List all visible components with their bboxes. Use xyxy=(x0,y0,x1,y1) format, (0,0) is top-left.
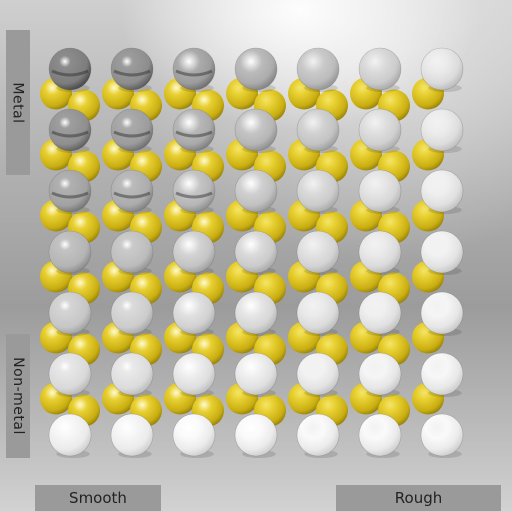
silver-sphere xyxy=(110,291,154,335)
silver-sphere xyxy=(234,413,278,457)
silver-sphere xyxy=(420,108,464,152)
rough-axis-label: Rough xyxy=(336,485,501,511)
silver-sphere xyxy=(172,352,216,396)
metal-label-text: Metal xyxy=(10,81,26,124)
sphere-reflection xyxy=(175,69,213,77)
silver-sphere xyxy=(296,291,340,335)
silver-sphere xyxy=(48,352,92,396)
sphere-reflection xyxy=(113,130,151,138)
metal-axis-label: Metal xyxy=(6,30,30,175)
silver-sphere xyxy=(234,169,278,213)
silver-sphere xyxy=(48,291,92,335)
sphere-reflection xyxy=(113,191,151,199)
silver-sphere xyxy=(420,352,464,396)
rough-label-text: Rough xyxy=(394,489,443,507)
sphere-reflection xyxy=(51,130,89,138)
silver-sphere xyxy=(358,352,402,396)
silver-sphere xyxy=(172,108,216,152)
silver-sphere xyxy=(110,47,154,91)
sphere-reflection xyxy=(51,69,89,77)
silver-sphere xyxy=(172,230,216,274)
silver-sphere xyxy=(48,108,92,152)
silver-sphere xyxy=(234,230,278,274)
silver-sphere xyxy=(296,47,340,91)
silver-sphere xyxy=(234,352,278,396)
silver-sphere xyxy=(48,230,92,274)
non-metal-label-text: Non-metal xyxy=(10,357,27,435)
silver-sphere xyxy=(420,169,464,213)
silver-sphere xyxy=(234,108,278,152)
silver-sphere xyxy=(110,230,154,274)
silver-sphere xyxy=(296,413,340,457)
sphere-reflection xyxy=(113,69,151,77)
silver-sphere xyxy=(172,413,216,457)
silver-sphere xyxy=(358,230,402,274)
smooth-label-text: Smooth xyxy=(69,489,127,507)
silver-sphere xyxy=(110,108,154,152)
silver-sphere xyxy=(110,169,154,213)
sphere-reflection xyxy=(175,130,213,138)
silver-sphere xyxy=(296,169,340,213)
silver-sphere xyxy=(358,169,402,213)
silver-sphere-layer xyxy=(48,47,464,458)
silver-sphere xyxy=(110,352,154,396)
silver-sphere xyxy=(172,47,216,91)
silver-sphere xyxy=(48,169,92,213)
silver-sphere xyxy=(296,108,340,152)
silver-sphere xyxy=(48,47,92,91)
silver-sphere xyxy=(420,291,464,335)
sphere-reflection xyxy=(51,191,89,199)
silver-sphere xyxy=(172,169,216,213)
smooth-axis-label: Smooth xyxy=(35,485,161,511)
silver-sphere xyxy=(420,413,464,457)
silver-sphere xyxy=(296,352,340,396)
silver-sphere xyxy=(110,413,154,457)
sphere-reflection xyxy=(175,191,213,199)
silver-sphere xyxy=(358,291,402,335)
silver-sphere xyxy=(358,108,402,152)
silver-sphere xyxy=(234,291,278,335)
silver-sphere xyxy=(296,230,340,274)
silver-sphere xyxy=(358,47,402,91)
non-metal-axis-label: Non-metal xyxy=(6,334,30,458)
silver-sphere xyxy=(172,291,216,335)
silver-sphere xyxy=(234,47,278,91)
silver-sphere xyxy=(48,413,92,457)
silver-sphere xyxy=(420,230,464,274)
silver-sphere xyxy=(358,413,402,457)
silver-sphere xyxy=(420,47,464,91)
